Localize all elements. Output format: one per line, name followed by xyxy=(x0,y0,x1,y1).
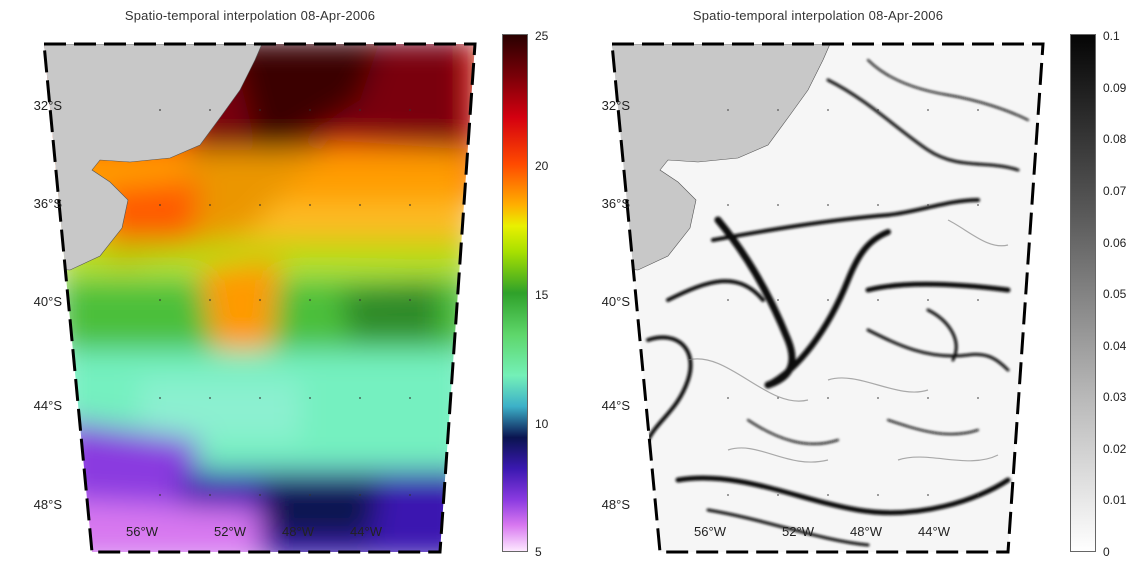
colorbar xyxy=(1070,34,1096,552)
colorbar-tick: 5 xyxy=(535,545,542,559)
colorbar-tick: 0 xyxy=(1103,545,1110,559)
lon-label: 52°W xyxy=(214,524,246,539)
colorbar-tick: 0.07 xyxy=(1103,184,1127,198)
lat-label: 32°S xyxy=(601,98,630,113)
lon-label: 48°W xyxy=(850,524,882,539)
panel-title: Spatio-temporal interpolation 08-Apr-200… xyxy=(692,8,944,23)
lat-label: 48°S xyxy=(601,497,630,512)
lon-label: 48°W xyxy=(282,524,314,539)
colorbar-tick: 25 xyxy=(535,29,549,43)
map-frame xyxy=(42,42,477,554)
lat-label: 48°S xyxy=(33,497,62,512)
land-mass xyxy=(612,44,831,271)
colorbar-tick: 0.04 xyxy=(1103,339,1127,353)
colorbar-tick: 0.01 xyxy=(1103,493,1127,507)
lon-label: 44°W xyxy=(350,524,382,539)
lat-label: 32°S xyxy=(33,98,62,113)
gradient-panel: Spatio-temporal interpolation 08-Apr-200… xyxy=(568,0,1136,572)
colorbar-tick: 0.02 xyxy=(1103,442,1127,456)
lat-label: 36°S xyxy=(33,196,62,211)
panel-title: Spatio-temporal interpolation 08-Apr-200… xyxy=(124,8,376,23)
lon-label: 52°W xyxy=(782,524,814,539)
colorbar-tick: 0.1 xyxy=(1103,29,1120,43)
graticule xyxy=(727,109,979,496)
sst-panel: Spatio-temporal interpolation 08-Apr-200… xyxy=(33,8,549,559)
lat-label: 36°S xyxy=(601,196,630,211)
colorbar-tick: 15 xyxy=(535,288,549,302)
colorbar-tick: 10 xyxy=(535,417,549,431)
colorbar-tick: 0.09 xyxy=(1103,81,1127,95)
colorbar-tick: 0.05 xyxy=(1103,287,1127,301)
colorbar-tick: 20 xyxy=(535,159,549,173)
colorbar-tick: 0.03 xyxy=(1103,390,1127,404)
lat-label: 40°S xyxy=(601,294,630,309)
colorbar-tick: 0.08 xyxy=(1103,132,1127,146)
lat-label: 40°S xyxy=(33,294,62,309)
lon-label: 56°W xyxy=(694,524,726,539)
colorbar-tick: 0.06 xyxy=(1103,236,1127,250)
map-frame xyxy=(610,42,1045,554)
lat-label: 44°S xyxy=(601,398,630,413)
graticule xyxy=(159,109,411,496)
lon-label: 56°W xyxy=(126,524,158,539)
sst-map xyxy=(42,42,477,554)
colorbar xyxy=(502,34,528,552)
gradient-map xyxy=(610,42,1045,554)
lat-label: 44°S xyxy=(33,398,62,413)
lon-label: 44°W xyxy=(918,524,950,539)
land-mass xyxy=(44,44,263,271)
